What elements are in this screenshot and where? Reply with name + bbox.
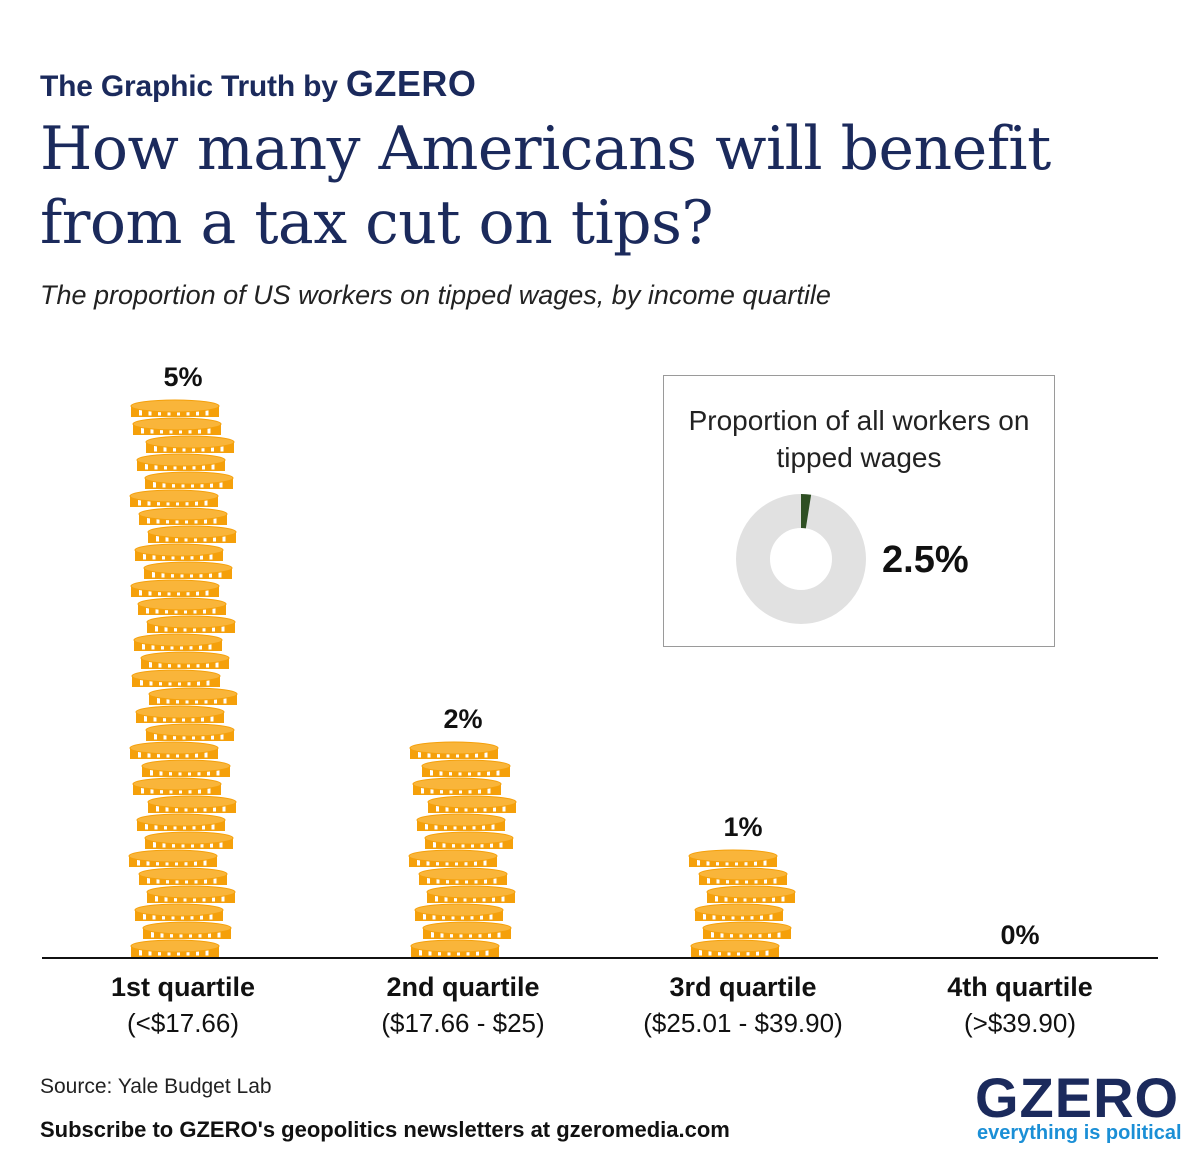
coin-icon — [422, 921, 512, 939]
inset-value-label: 2.5% — [882, 539, 969, 581]
coin-stack-1 — [128, 399, 238, 957]
coin-icon — [136, 813, 226, 831]
value-label: 1% — [723, 812, 762, 842]
coin-icon — [145, 723, 235, 741]
coin-icon — [134, 543, 224, 561]
coin-icon — [141, 759, 231, 777]
coin-icon — [131, 669, 221, 687]
coin-icon — [408, 849, 498, 867]
category-range-label: ($25.01 - $39.90) — [643, 1008, 842, 1038]
coin-icon — [129, 741, 219, 759]
coin-icon — [129, 489, 219, 507]
coin-icon — [145, 435, 235, 453]
category-label: 2nd quartile — [386, 972, 539, 1002]
category-range-label: (<$17.66) — [127, 1008, 239, 1038]
category-range-label: ($17.66 - $25) — [381, 1008, 544, 1038]
coin-icon — [144, 471, 234, 489]
coin-icon — [128, 849, 218, 867]
subscribe-link[interactable]: Subscribe to GZERO's geopolitics newslet… — [40, 1117, 730, 1142]
donut-chart — [736, 494, 866, 624]
coin-icon — [688, 849, 778, 867]
coin-icon — [690, 939, 780, 957]
coin-icon — [136, 453, 226, 471]
coin-icon — [412, 777, 502, 795]
chart-title: How many Americans will benefit from a t… — [40, 114, 1051, 258]
coin-icon — [702, 921, 792, 939]
chart-subtitle: The proportion of US workers on tipped w… — [40, 280, 831, 310]
coin-icon — [147, 795, 237, 813]
coin-icon — [424, 831, 514, 849]
coin-icon — [143, 561, 233, 579]
coin-icon — [135, 705, 225, 723]
coin-icon — [409, 741, 499, 759]
coin-icon — [133, 633, 223, 651]
coin-icon — [426, 885, 516, 903]
coin-icon — [138, 507, 228, 525]
coin-icon — [132, 417, 222, 435]
category-label: 3rd quartile — [669, 972, 816, 1002]
kicker-text: The Graphic Truth by — [40, 70, 338, 103]
kicker-brand: GZERO — [345, 63, 477, 104]
coin-stack-3 — [688, 849, 796, 957]
coin-icon — [706, 885, 796, 903]
value-label: 5% — [163, 362, 202, 392]
coin-icon — [427, 795, 517, 813]
coin-icon — [694, 903, 784, 921]
coin-icon — [146, 885, 236, 903]
category-label: 1st quartile — [111, 972, 255, 1002]
coin-icon — [130, 579, 220, 597]
gzero-tagline: everything is political — [977, 1122, 1182, 1144]
coin-icon — [132, 777, 222, 795]
coin-icon — [414, 903, 504, 921]
coin-icon — [130, 939, 220, 957]
coin-stack-2 — [408, 741, 517, 957]
coin-bar-chart: 5% 1st quartile (<$17.66) 2% 2nd quartile ($1… — [42, 362, 1158, 1038]
coin-icon — [142, 921, 232, 939]
coin-icon — [410, 939, 500, 957]
coin-icon — [148, 687, 238, 705]
coin-icon — [416, 813, 506, 831]
category-label: 4th quartile — [947, 972, 1093, 1002]
coin-icon — [144, 831, 234, 849]
coin-icon — [147, 525, 237, 543]
coin-icon — [140, 651, 230, 669]
coin-icon — [146, 615, 236, 633]
category-range-label: (>$39.90) — [964, 1008, 1076, 1038]
gzero-logo: GZERO — [975, 1066, 1180, 1129]
inset-title: Proportion of all workers on tipped wage… — [688, 405, 1030, 473]
value-label: 0% — [1000, 920, 1039, 950]
coin-icon — [137, 597, 227, 615]
donut-slice — [736, 494, 866, 624]
coin-icon — [134, 903, 224, 921]
coin-icon — [138, 867, 228, 885]
coin-icon — [418, 867, 508, 885]
overall-proportion-inset: Proportion of all workers on tipped wage… — [663, 375, 1055, 647]
source-note: Source: Yale Budget Lab — [40, 1075, 272, 1098]
coin-icon — [421, 759, 511, 777]
coin-icon — [130, 399, 220, 417]
value-label: 2% — [443, 704, 482, 734]
kicker: The Graphic Truth by GZERO — [40, 63, 476, 105]
coin-icon — [698, 867, 788, 885]
